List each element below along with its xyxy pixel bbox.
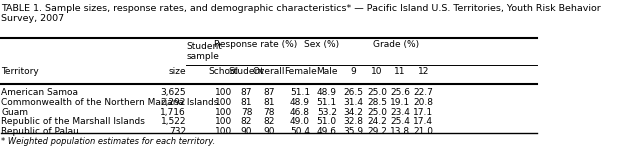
Text: 17.4: 17.4: [413, 117, 433, 126]
Text: 46.8: 46.8: [290, 107, 310, 117]
Text: 49.0: 49.0: [290, 117, 310, 126]
Text: Student: Student: [229, 67, 265, 77]
Text: Sex (%): Sex (%): [304, 40, 339, 49]
Text: Territory: Territory: [1, 67, 39, 77]
Text: 1,522: 1,522: [160, 117, 186, 126]
Text: 24.2: 24.2: [367, 117, 387, 126]
Text: 81: 81: [263, 98, 275, 107]
Text: Male: Male: [316, 67, 338, 77]
Text: Republic of the Marshall Islands: Republic of the Marshall Islands: [1, 117, 146, 126]
Text: 48.9: 48.9: [290, 98, 310, 107]
Text: American Samoa: American Samoa: [1, 88, 78, 97]
Text: 100: 100: [215, 117, 232, 126]
Text: 32.8: 32.8: [344, 117, 363, 126]
Text: 17.1: 17.1: [413, 107, 433, 117]
Text: 51.1: 51.1: [290, 88, 310, 97]
Text: 12: 12: [417, 67, 429, 77]
Text: 10: 10: [371, 67, 383, 77]
Text: 29.2: 29.2: [367, 127, 387, 136]
Text: 90: 90: [263, 127, 275, 136]
Text: 78: 78: [263, 107, 275, 117]
Text: 28.5: 28.5: [367, 98, 387, 107]
Text: 100: 100: [215, 107, 232, 117]
Text: 82: 82: [263, 117, 275, 126]
Text: 35.9: 35.9: [344, 127, 363, 136]
Text: 100: 100: [215, 127, 232, 136]
Text: 34.2: 34.2: [344, 107, 363, 117]
Text: 3,625: 3,625: [160, 88, 186, 97]
Text: 25.4: 25.4: [390, 117, 410, 126]
Text: 22.7: 22.7: [413, 88, 433, 97]
Text: 87: 87: [241, 88, 253, 97]
Text: 100: 100: [215, 98, 232, 107]
Text: size: size: [169, 67, 186, 77]
Text: Republic of Palau: Republic of Palau: [1, 127, 79, 136]
Text: 31.4: 31.4: [344, 98, 363, 107]
Text: Overall: Overall: [253, 67, 285, 77]
Text: Guam: Guam: [1, 107, 28, 117]
Text: 81: 81: [241, 98, 253, 107]
Text: 26.5: 26.5: [344, 88, 363, 97]
Text: 13.8: 13.8: [390, 127, 410, 136]
Text: 732: 732: [169, 127, 186, 136]
Text: 49.6: 49.6: [317, 127, 337, 136]
Text: 23.4: 23.4: [390, 107, 410, 117]
Text: 25.0: 25.0: [367, 107, 387, 117]
Text: 50.4: 50.4: [290, 127, 310, 136]
Text: School: School: [208, 67, 238, 77]
Text: 21.0: 21.0: [413, 127, 433, 136]
Text: 25.6: 25.6: [390, 88, 410, 97]
Text: Student
sample: Student sample: [186, 42, 222, 61]
Text: 9: 9: [351, 67, 356, 77]
Text: 11: 11: [394, 67, 406, 77]
Text: 51.0: 51.0: [317, 117, 337, 126]
Text: 1,716: 1,716: [160, 107, 186, 117]
Text: 25.0: 25.0: [367, 88, 387, 97]
Text: 19.1: 19.1: [390, 98, 410, 107]
Text: 2,292: 2,292: [161, 98, 186, 107]
Text: 78: 78: [241, 107, 253, 117]
Text: TABLE 1. Sample sizes, response rates, and demographic characteristics* — Pacifi: TABLE 1. Sample sizes, response rates, a…: [1, 4, 601, 23]
Text: 82: 82: [241, 117, 252, 126]
Text: 48.9: 48.9: [317, 88, 337, 97]
Text: 20.8: 20.8: [413, 98, 433, 107]
Text: 51.1: 51.1: [317, 98, 337, 107]
Text: Response rate (%): Response rate (%): [214, 40, 297, 49]
Text: 100: 100: [215, 88, 232, 97]
Text: Grade (%): Grade (%): [373, 40, 419, 49]
Text: Commonwealth of the Northern Mariana Islands: Commonwealth of the Northern Mariana Isl…: [1, 98, 219, 107]
Text: 90: 90: [241, 127, 253, 136]
Text: * Weighted population estimates for each territory.: * Weighted population estimates for each…: [1, 137, 215, 146]
Text: Female: Female: [284, 67, 317, 77]
Text: 53.2: 53.2: [317, 107, 337, 117]
Text: 87: 87: [263, 88, 275, 97]
